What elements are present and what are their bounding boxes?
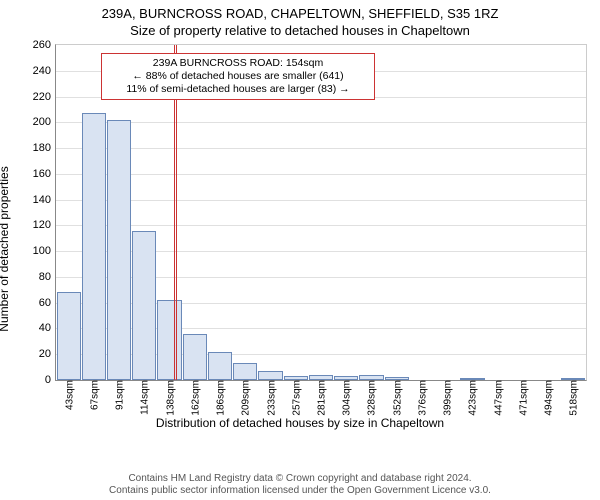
bar <box>233 363 257 380</box>
gridline <box>56 174 586 175</box>
y-tick: 100 <box>33 245 56 257</box>
x-tick: 304sqm <box>340 380 353 416</box>
y-tick: 80 <box>39 271 56 283</box>
x-tick: 209sqm <box>239 380 252 416</box>
y-tick: 120 <box>33 219 56 231</box>
bar <box>107 120 131 380</box>
bar <box>258 371 282 380</box>
y-tick: 0 <box>45 374 56 386</box>
y-tick: 200 <box>33 116 56 128</box>
x-tick: 376sqm <box>415 380 428 416</box>
x-tick: 447sqm <box>491 380 504 416</box>
x-tick: 91sqm <box>113 380 126 410</box>
x-tick: 281sqm <box>315 380 328 416</box>
x-tick: 257sqm <box>289 380 302 416</box>
plot-area: 02040608010012014016018020022024026043sq… <box>55 44 587 381</box>
x-tick: 399sqm <box>441 380 454 416</box>
x-tick: 138sqm <box>163 380 176 416</box>
x-tick: 43sqm <box>62 380 75 410</box>
gridline <box>56 200 586 201</box>
x-tick: 352sqm <box>390 380 403 416</box>
bar <box>183 334 207 380</box>
footer-line2: Contains public sector information licen… <box>0 485 600 497</box>
y-tick: 260 <box>33 39 56 51</box>
bar <box>82 113 106 380</box>
x-tick: 518sqm <box>567 380 580 416</box>
x-tick: 423sqm <box>466 380 479 416</box>
y-tick: 160 <box>33 168 56 180</box>
chart-title-line2: Size of property relative to detached ho… <box>0 23 600 40</box>
x-tick: 328sqm <box>365 380 378 416</box>
x-tick: 162sqm <box>188 380 201 416</box>
y-tick: 60 <box>39 297 56 309</box>
bar <box>208 352 232 380</box>
callout-box: 239A BURNCROSS ROAD: 154sqm ← 88% of det… <box>101 53 375 100</box>
x-tick: 114sqm <box>138 380 151 415</box>
x-tick: 494sqm <box>542 380 555 416</box>
x-tick: 233sqm <box>264 380 277 416</box>
x-tick: 186sqm <box>214 380 227 416</box>
x-axis-label: Distribution of detached houses by size … <box>0 416 600 430</box>
y-tick: 40 <box>39 322 56 334</box>
x-tick: 67sqm <box>87 380 100 410</box>
gridline <box>56 148 586 149</box>
footer-attribution: Contains HM Land Registry data © Crown c… <box>0 473 600 497</box>
chart-title-line1: 239A, BURNCROSS ROAD, CHAPELTOWN, SHEFFI… <box>0 6 600 23</box>
y-axis-label: Number of detached properties <box>0 166 11 331</box>
y-tick: 140 <box>33 194 56 206</box>
gridline <box>56 225 586 226</box>
y-tick: 220 <box>33 91 56 103</box>
callout-line3: 11% of semi-detached houses are larger (… <box>108 83 368 96</box>
x-tick: 471sqm <box>516 380 529 416</box>
gridline <box>56 122 586 123</box>
bar <box>132 231 156 380</box>
callout-line1: 239A BURNCROSS ROAD: 154sqm <box>108 57 368 70</box>
y-tick: 240 <box>33 65 56 77</box>
chart-container: Number of detached properties 0204060801… <box>0 44 600 454</box>
bar <box>57 292 81 380</box>
y-tick: 20 <box>39 348 56 360</box>
footer-line1: Contains HM Land Registry data © Crown c… <box>0 473 600 485</box>
callout-line2: ← 88% of detached houses are smaller (64… <box>108 70 368 83</box>
bar <box>157 300 181 380</box>
y-tick: 180 <box>33 142 56 154</box>
